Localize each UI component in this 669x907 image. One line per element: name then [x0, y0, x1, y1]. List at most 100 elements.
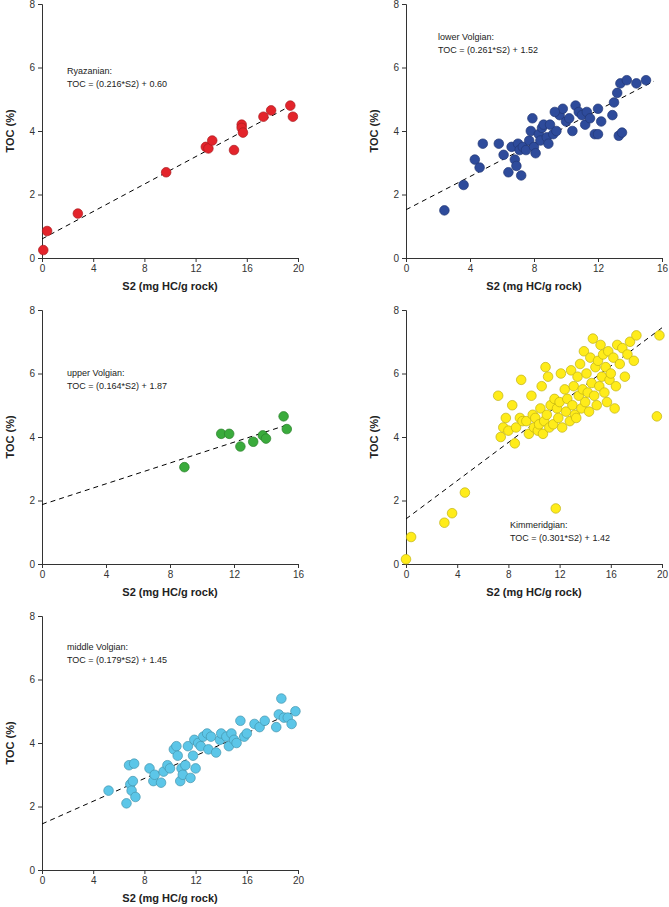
- point: [156, 778, 166, 788]
- tick-label: 8: [168, 569, 174, 580]
- point: [516, 375, 526, 385]
- tick-label: 16: [606, 569, 618, 580]
- tick: 0: [404, 564, 410, 580]
- tick-label: 0: [404, 569, 410, 580]
- point: [238, 128, 248, 138]
- tick-label: 0: [29, 865, 35, 876]
- tick-label: 0: [393, 559, 399, 570]
- point: [493, 391, 503, 401]
- trend-line: [42, 710, 298, 824]
- point: [564, 114, 574, 124]
- tick-label: 16: [657, 263, 669, 274]
- tick-mark: [247, 258, 248, 262]
- axis-line: [43, 259, 299, 263]
- point: [248, 437, 258, 447]
- tick: 6: [29, 674, 42, 685]
- point: [261, 434, 271, 444]
- point: [537, 381, 547, 391]
- point: [494, 139, 504, 149]
- point: [188, 751, 198, 761]
- point: [629, 356, 639, 366]
- point: [475, 163, 485, 173]
- point: [128, 776, 138, 786]
- tick: 4: [393, 126, 406, 137]
- tick-mark: [38, 870, 42, 871]
- point: [459, 180, 469, 190]
- tick-mark: [93, 258, 94, 262]
- y-axis-title: TOC (%): [4, 415, 16, 459]
- point: [150, 770, 160, 780]
- tick-mark: [106, 564, 107, 568]
- tick: 0: [393, 253, 406, 264]
- point: [557, 423, 567, 433]
- tick-mark: [298, 870, 299, 874]
- point: [611, 381, 621, 391]
- point: [600, 388, 610, 398]
- tick-mark: [93, 870, 94, 874]
- tick: 12: [593, 258, 605, 274]
- tick-label: 6: [29, 674, 35, 685]
- panel: 048121602468S2 (mg HC/g rock)TOC (%)uppe…: [4, 305, 304, 598]
- x-axis-title: S2 (mg HC/g rock): [486, 586, 582, 598]
- tick-label: 12: [555, 569, 567, 580]
- tick-label: 4: [393, 126, 399, 137]
- x-axis-title: S2 (mg HC/g rock): [122, 892, 218, 904]
- tick: 4: [104, 564, 110, 580]
- point: [632, 331, 642, 341]
- tick: 8: [29, 611, 42, 622]
- tick-label: 4: [91, 875, 97, 886]
- point: [543, 372, 553, 382]
- tick: 2: [393, 495, 406, 506]
- annotation-equation: TOC = (0.164*S2) + 1.87: [67, 381, 167, 391]
- tick: 0: [404, 258, 410, 274]
- point: [181, 760, 191, 770]
- tick-label: 8: [29, 611, 35, 622]
- tick-label: 8: [393, 305, 399, 316]
- tick-label: 0: [404, 263, 410, 274]
- point: [401, 554, 411, 564]
- tick-mark: [38, 258, 42, 259]
- point: [73, 209, 83, 219]
- annotation-title: lower Volgian:: [438, 32, 494, 42]
- tick: 2: [29, 495, 42, 506]
- tick: 8: [168, 564, 174, 580]
- point: [527, 391, 537, 401]
- point: [501, 413, 511, 423]
- tick-label: 4: [29, 738, 35, 749]
- annotation-equation: TOC = (0.261*S2) + 1.52: [438, 45, 538, 55]
- tick-mark: [470, 258, 471, 262]
- plot-area: [401, 328, 664, 564]
- point: [569, 381, 579, 391]
- panel: 04812162002468S2 (mg HC/g rock)TOC (%)Ki…: [368, 305, 668, 598]
- annotation-equation: TOC = (0.301*S2) + 1.42: [510, 533, 610, 543]
- point: [568, 400, 578, 410]
- x-axis-title: S2 (mg HC/g rock): [122, 280, 218, 292]
- panel: 04812162002468S2 (mg HC/g rock)TOC (%)Ry…: [4, 0, 304, 292]
- point: [129, 759, 139, 769]
- y-axis-title: TOC (%): [4, 109, 16, 153]
- point: [259, 112, 269, 122]
- tick: 4: [468, 258, 474, 274]
- point: [602, 397, 612, 407]
- point: [191, 764, 201, 774]
- annotation-title: Ryazanian:: [67, 66, 112, 76]
- point: [622, 75, 632, 85]
- annotation-title: Kimmeridgian:: [510, 520, 568, 530]
- tick-label: 0: [393, 253, 399, 264]
- tick-label: 0: [29, 559, 35, 570]
- trend-line: [406, 328, 662, 519]
- tick-mark: [38, 616, 42, 617]
- point: [593, 129, 603, 139]
- point: [588, 334, 598, 344]
- point: [440, 518, 450, 528]
- tick-label: 12: [191, 875, 203, 886]
- point: [440, 206, 450, 216]
- axis-line: [407, 259, 663, 263]
- y-axis-title: TOC (%): [368, 109, 380, 153]
- tick: 16: [242, 870, 254, 886]
- tick-mark: [38, 564, 42, 565]
- point: [612, 88, 622, 98]
- tick-mark: [298, 258, 299, 262]
- tick-label: 2: [29, 189, 35, 200]
- point: [165, 764, 175, 774]
